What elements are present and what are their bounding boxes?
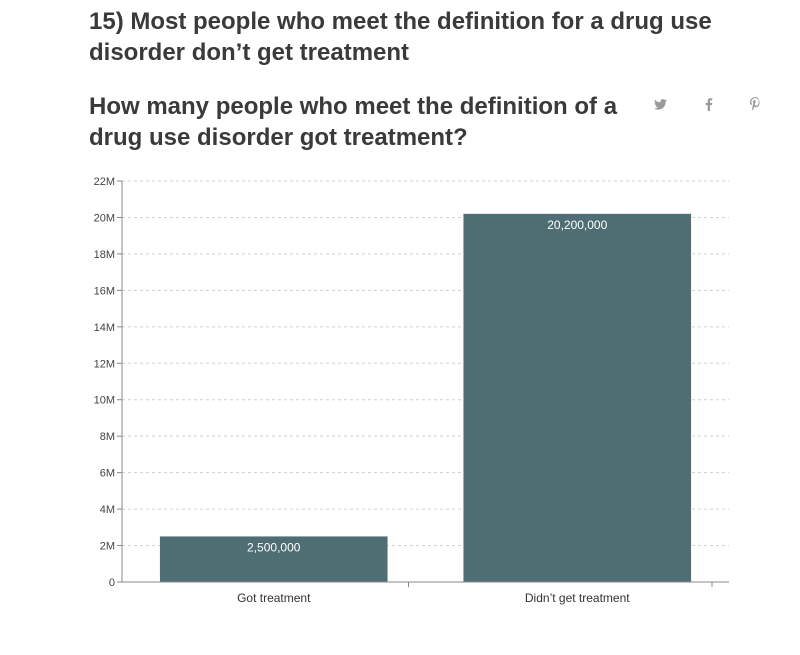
- y-tick-label: 20M: [94, 212, 115, 224]
- y-tick-label: 14M: [94, 322, 115, 334]
- y-tick-label: 6M: [100, 468, 115, 480]
- y-tick-label: 18M: [94, 249, 115, 261]
- facebook-icon: [705, 97, 713, 111]
- twitter-share-button[interactable]: [652, 96, 668, 112]
- x-tick-label: Got treatment: [237, 591, 311, 605]
- article-headline: 15) Most people who meet the definition …: [89, 8, 712, 66]
- pinterest-share-button[interactable]: [747, 96, 763, 112]
- y-tick-label: 4M: [100, 504, 115, 516]
- y-tick-label: 2M: [100, 541, 115, 553]
- data-label: 2,500,000: [247, 540, 301, 554]
- data-label: 20,200,000: [547, 218, 607, 232]
- bar: [159, 536, 388, 582]
- bar: [463, 213, 692, 583]
- y-tick-label: 22M: [94, 176, 115, 188]
- axes: 0 2M 4M 6M 8M 10M 12M 14M 16M 18M 20M 22M Got treatm…: [94, 176, 729, 605]
- y-tick-label: 0: [109, 577, 115, 589]
- y-tick-label: 8M: [100, 431, 115, 443]
- pinterest-icon: [749, 97, 760, 111]
- x-tick-label: Didn’t get treatment: [525, 591, 630, 605]
- y-tick-label: 10M: [94, 395, 115, 407]
- twitter-icon: [653, 98, 667, 110]
- y-tick-label: 12M: [94, 358, 115, 370]
- bars: 2,500,000 20,200,000: [159, 213, 692, 583]
- chart-title: How many people who meet the definition …: [89, 93, 618, 151]
- y-tick-label: 16M: [94, 285, 115, 297]
- facebook-share-button[interactable]: [701, 96, 717, 112]
